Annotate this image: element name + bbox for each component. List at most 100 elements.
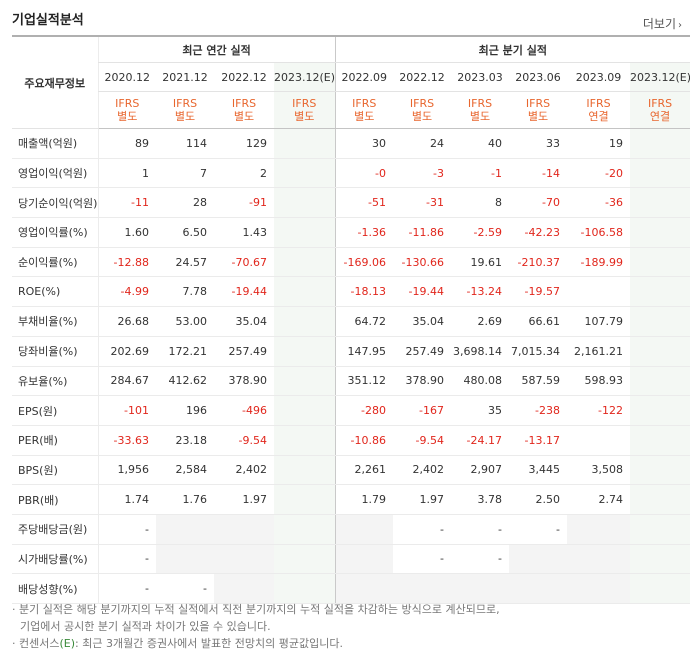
table-cell <box>630 158 690 189</box>
table-cell <box>274 366 336 397</box>
table-cell: 2,402 <box>214 455 274 486</box>
period-header: 2021.12 <box>156 62 214 92</box>
standard-bottom: 별도 <box>233 110 255 123</box>
accounting-standard: IFRS 별도 <box>97 91 156 129</box>
table-cell: -70 <box>509 187 568 219</box>
table-row: 유보율(%) 284.67 412.62 378.90 351.12 378.90 480.… <box>12 366 690 397</box>
table-row: 당좌비율(%) 202.69 172.21 257.49 147.95 257.49 3,6… <box>12 336 690 367</box>
table-cell: 2,402 <box>393 455 452 486</box>
row-label: 영업이익률(%) <box>12 217 98 248</box>
table-cell <box>630 573 690 604</box>
accounting-standard: IFRS 연결 <box>630 91 690 129</box>
standard-top: IFRS <box>115 97 140 110</box>
table-cell: 66.61 <box>509 306 568 337</box>
standard-bottom: 연결 <box>649 110 671 123</box>
table-cell: 1.97 <box>214 484 274 515</box>
table-cell: -11.86 <box>393 217 452 248</box>
table-cell <box>334 544 394 575</box>
table-cell <box>630 306 690 337</box>
standard-top: IFRS <box>586 97 611 110</box>
table-cell: -238 <box>509 395 568 426</box>
table-cell <box>274 336 336 367</box>
table-cell: 1 <box>97 158 156 189</box>
table-cell: -280 <box>334 395 394 426</box>
table-cell: -20 <box>567 158 631 189</box>
note-line-3: · 컨센서스(E): 최근 3개월간 증권사에서 발표한 전망치의 평균값입니다… <box>12 637 343 650</box>
table-cell: - <box>451 544 510 575</box>
table-cell: 147.95 <box>334 336 394 367</box>
table-cell <box>509 573 568 604</box>
row-label: 시가배당률(%) <box>12 544 98 575</box>
period-header: 2020.12 <box>97 62 156 92</box>
financial-table: 주요재무정보 최근 연간 실적 최근 분기 실적 2020.12 2021.12 2… <box>12 35 690 604</box>
accounting-standard: IFRS 별도 <box>509 91 568 129</box>
table-cell <box>156 513 214 545</box>
standard-top: IFRS <box>525 97 551 110</box>
table-cell: 1.76 <box>156 484 214 515</box>
table-cell: 2 <box>214 158 274 189</box>
table-cell: 3.78 <box>451 484 510 515</box>
table-cell <box>274 484 336 515</box>
table-cell: -167 <box>393 395 452 426</box>
table-cell <box>509 544 568 575</box>
table-row: 시가배당률(%) - - - <box>12 544 690 575</box>
table-cell: -18.13 <box>334 276 394 308</box>
accounting-standard: IFRS 별도 <box>156 91 214 129</box>
period-header: 2023.12(E) <box>630 62 690 92</box>
table-cell <box>274 128 336 159</box>
table-cell: 33 <box>509 128 568 159</box>
table-cell <box>630 425 690 456</box>
standard-bottom: 별도 <box>117 110 138 123</box>
period-header: 2022.12 <box>393 62 452 92</box>
table-row: 순이익률(%) -12.88 24.57 -70.67 -169.06 -130.66 19… <box>12 247 690 278</box>
table-cell: 587.59 <box>509 366 568 397</box>
standard-top: IFRS <box>292 97 317 110</box>
table-cell <box>630 128 690 159</box>
table-cell: -51 <box>334 187 394 219</box>
table-cell: 378.90 <box>214 366 274 397</box>
table-cell: 35.04 <box>214 306 274 337</box>
table-cell: 2.69 <box>451 306 510 337</box>
table-cell: 19.61 <box>451 247 510 278</box>
table-cell: 1.43 <box>214 217 274 248</box>
standard-top: IFRS <box>467 97 493 110</box>
table-row: 배당성향(%) - - <box>12 573 690 604</box>
table-cell: 23.18 <box>156 425 214 456</box>
accounting-standard: IFRS 별도 <box>274 91 336 129</box>
table-cell: -189.99 <box>567 247 631 278</box>
table-cell: 351.12 <box>334 366 394 397</box>
table-cell: -70.67 <box>214 247 274 278</box>
table-cell: -1.36 <box>334 217 394 248</box>
table-cell: 2,161.21 <box>567 336 631 367</box>
table-cell: 26.68 <box>97 306 156 337</box>
table-cell: - <box>509 513 568 545</box>
table-cell: 7 <box>156 158 214 189</box>
standard-top: IFRS <box>409 97 435 110</box>
table-cell: 257.49 <box>214 336 274 367</box>
accounting-standard: IFRS 연결 <box>567 91 631 129</box>
table-cell: 64.72 <box>334 306 394 337</box>
more-link[interactable]: 더보기 › <box>643 15 682 32</box>
table-cell: -122 <box>567 395 631 426</box>
table-row: ROE(%) -4.99 7.78 -19.44 -18.13 -19.44 -13.24-… <box>12 276 690 308</box>
table-row: PBR(배) 1.74 1.76 1.97 1.79 1.97 3.78 2.50 2.74 <box>12 484 690 515</box>
table-cell: 35.04 <box>393 306 452 337</box>
table-cell: -101 <box>97 395 156 426</box>
row-label: 유보율(%) <box>12 366 98 397</box>
table-cell: -19.44 <box>393 276 452 308</box>
table-cell <box>274 276 336 308</box>
table-cell: 1.74 <box>97 484 156 515</box>
table-cell: -3 <box>393 158 452 189</box>
table-cell: 1.97 <box>393 484 452 515</box>
table-row: 영업이익(억원) 1 7 2 -0 -3 -1 -14 -20 <box>12 158 690 189</box>
period-header: 2022.12 <box>214 62 274 92</box>
quarter-group-header: 최근 분기 실적 <box>334 36 690 63</box>
table-cell: 202.69 <box>97 336 156 367</box>
table-cell: -210.37 <box>509 247 568 278</box>
table-cell: -106.58 <box>567 217 631 248</box>
table-cell: -19.57 <box>509 276 568 308</box>
table-cell: 40 <box>451 128 510 159</box>
table-cell <box>274 247 336 278</box>
table-cell: 7,015.34 <box>509 336 568 367</box>
table-cell <box>567 425 631 456</box>
